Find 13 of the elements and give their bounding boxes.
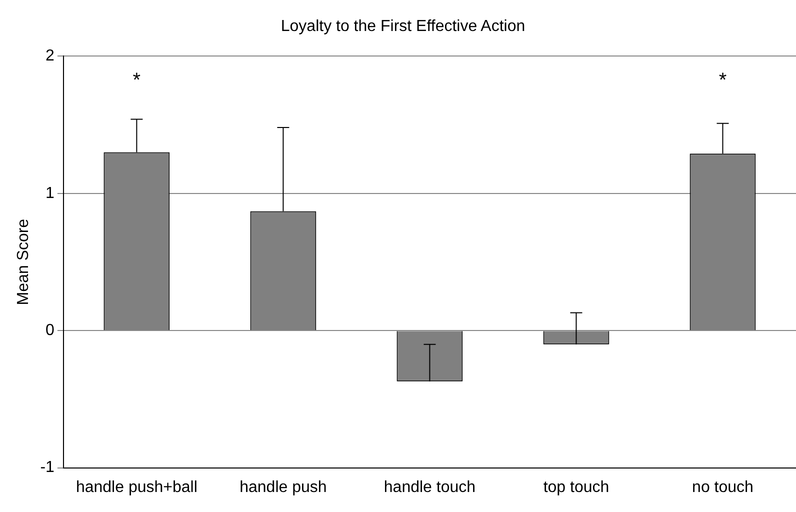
y-tick-label: 0 bbox=[46, 322, 55, 340]
y-axis-title: Mean Score bbox=[15, 218, 32, 306]
y-tick-label: 2 bbox=[46, 48, 55, 65]
x-tick-label: top touch bbox=[543, 478, 610, 496]
annotation: * bbox=[718, 70, 727, 92]
chart-title: Loyalty to the First Effective Action bbox=[280, 18, 526, 36]
x-tick-label: handle push bbox=[240, 478, 327, 496]
x-tick-label: handle push+ball bbox=[76, 478, 198, 496]
x-tick-label: handle touch bbox=[384, 478, 476, 496]
y-tick-label: -1 bbox=[40, 459, 55, 476]
x-tick-label: no touch bbox=[692, 478, 754, 496]
annotation: * bbox=[132, 70, 141, 92]
y-tick-label: 1 bbox=[46, 184, 55, 202]
